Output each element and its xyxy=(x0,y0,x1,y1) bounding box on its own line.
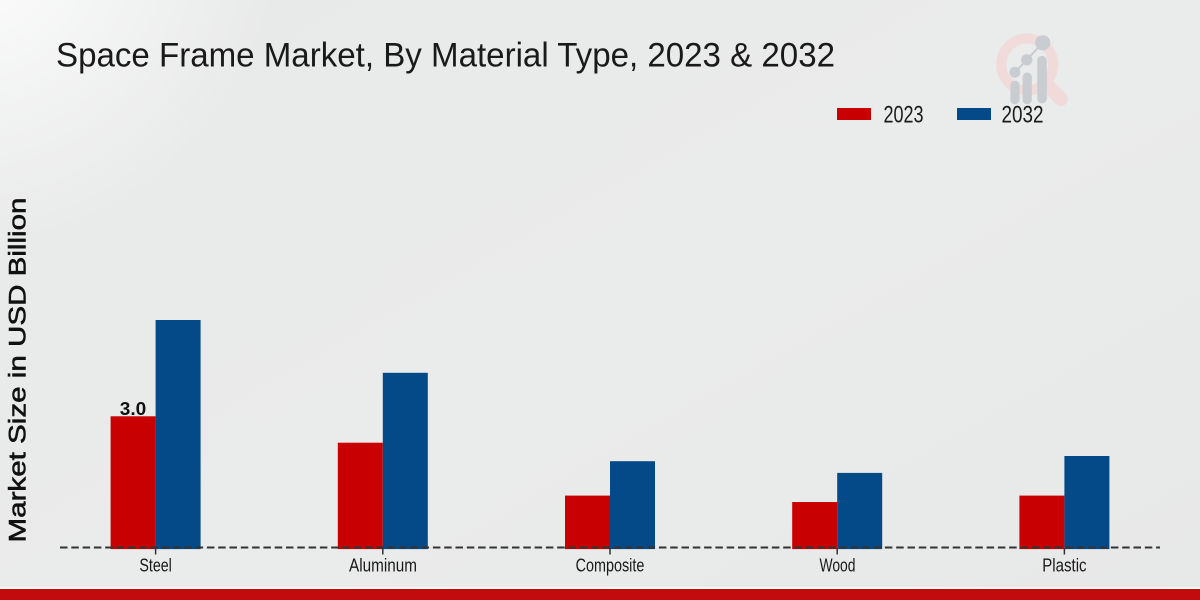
svg-text:Plastic: Plastic xyxy=(1042,556,1086,576)
svg-text:2032: 2032 xyxy=(1002,102,1044,129)
svg-text:3.0: 3.0 xyxy=(120,399,147,419)
svg-text:Market Size in USD Billion: Market Size in USD Billion xyxy=(5,198,32,543)
svg-text:Wood: Wood xyxy=(820,556,856,576)
svg-text:Steel: Steel xyxy=(139,556,172,576)
svg-text:Space Frame Market, By Materia: Space Frame Market, By Material Type, 20… xyxy=(56,37,835,75)
svg-text:2023: 2023 xyxy=(884,102,924,129)
svg-text:Composite: Composite xyxy=(576,556,645,576)
svg-text:Aluminum: Aluminum xyxy=(349,556,417,576)
